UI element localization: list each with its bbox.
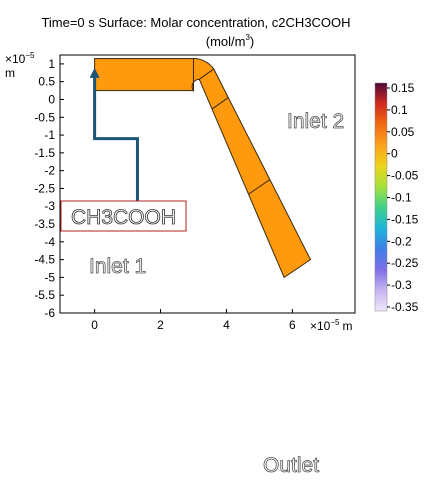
x-tick-label: 4: [223, 318, 230, 332]
inlet1-arrow-line: [93, 75, 139, 207]
species-label: CH3COOH: [71, 206, 176, 229]
chart-title-units: (mol/m3): [206, 33, 255, 49]
y-tick-label: -6: [44, 306, 55, 320]
y-tick-label: -5.5: [34, 288, 55, 302]
y-tick-label: -4.5: [34, 253, 55, 267]
x-tick-label: 2: [157, 318, 164, 332]
y-tick-label: 1: [48, 57, 55, 71]
y-scale-label: ×10−5: [5, 51, 35, 66]
channel-division-line: [248, 179, 271, 195]
colorbar-tick-label: 0: [391, 147, 398, 161]
y-tick-label: -2: [44, 164, 55, 178]
y-tick-label: -3: [44, 199, 55, 213]
x-tick-label: 0: [91, 318, 98, 332]
y-tick-label: -4: [44, 235, 55, 249]
colorbar-tick-label: -0.35: [391, 300, 419, 314]
outlet-label: Outlet: [263, 454, 319, 477]
colorbar: [374, 82, 388, 312]
colorbar-tick-label: -0.1: [391, 191, 412, 205]
colorbar-tick-label: 0.05: [391, 125, 415, 139]
y-tick-label: 0.5: [38, 75, 55, 89]
channel-straight-segment: [94, 58, 194, 92]
colorbar-tick-label: -0.2: [391, 234, 412, 248]
colorbar-tick-label: -0.05: [391, 169, 419, 183]
species-box: [60, 200, 187, 232]
colorbar-tick-label: -0.15: [391, 212, 419, 226]
colorbar-tick-label: 0.15: [391, 81, 415, 95]
y-tick-label: -5: [44, 270, 55, 284]
y-tick-label: -2.5: [34, 181, 55, 195]
y-unit-label: m: [5, 66, 15, 80]
y-tick-label: -1.5: [34, 146, 55, 160]
colorbar-tick-label: -0.25: [391, 256, 419, 270]
y-tick-label: -3.5: [34, 217, 55, 231]
y-tick-label: 0: [48, 92, 55, 106]
inlet1-label: Inlet 1: [89, 255, 146, 278]
chart-title: Time=0 s Surface: Molar concentration, c…: [41, 15, 350, 30]
colorbar-tick-label: -0.3: [391, 278, 412, 292]
inlet2-label: Inlet 2: [287, 110, 344, 133]
y-tick-label: -1: [44, 128, 55, 142]
x-tick-label: 6: [289, 318, 296, 332]
channel-diagonal-segment: [198, 68, 312, 279]
colorbar-tick-label: 0.1: [391, 103, 408, 117]
channel-division-line: [211, 97, 229, 110]
inlet1-arrowhead: [89, 67, 100, 78]
y-tick-label: -0.5: [34, 110, 55, 124]
x-scale-label: ×10−5 m: [310, 318, 352, 333]
